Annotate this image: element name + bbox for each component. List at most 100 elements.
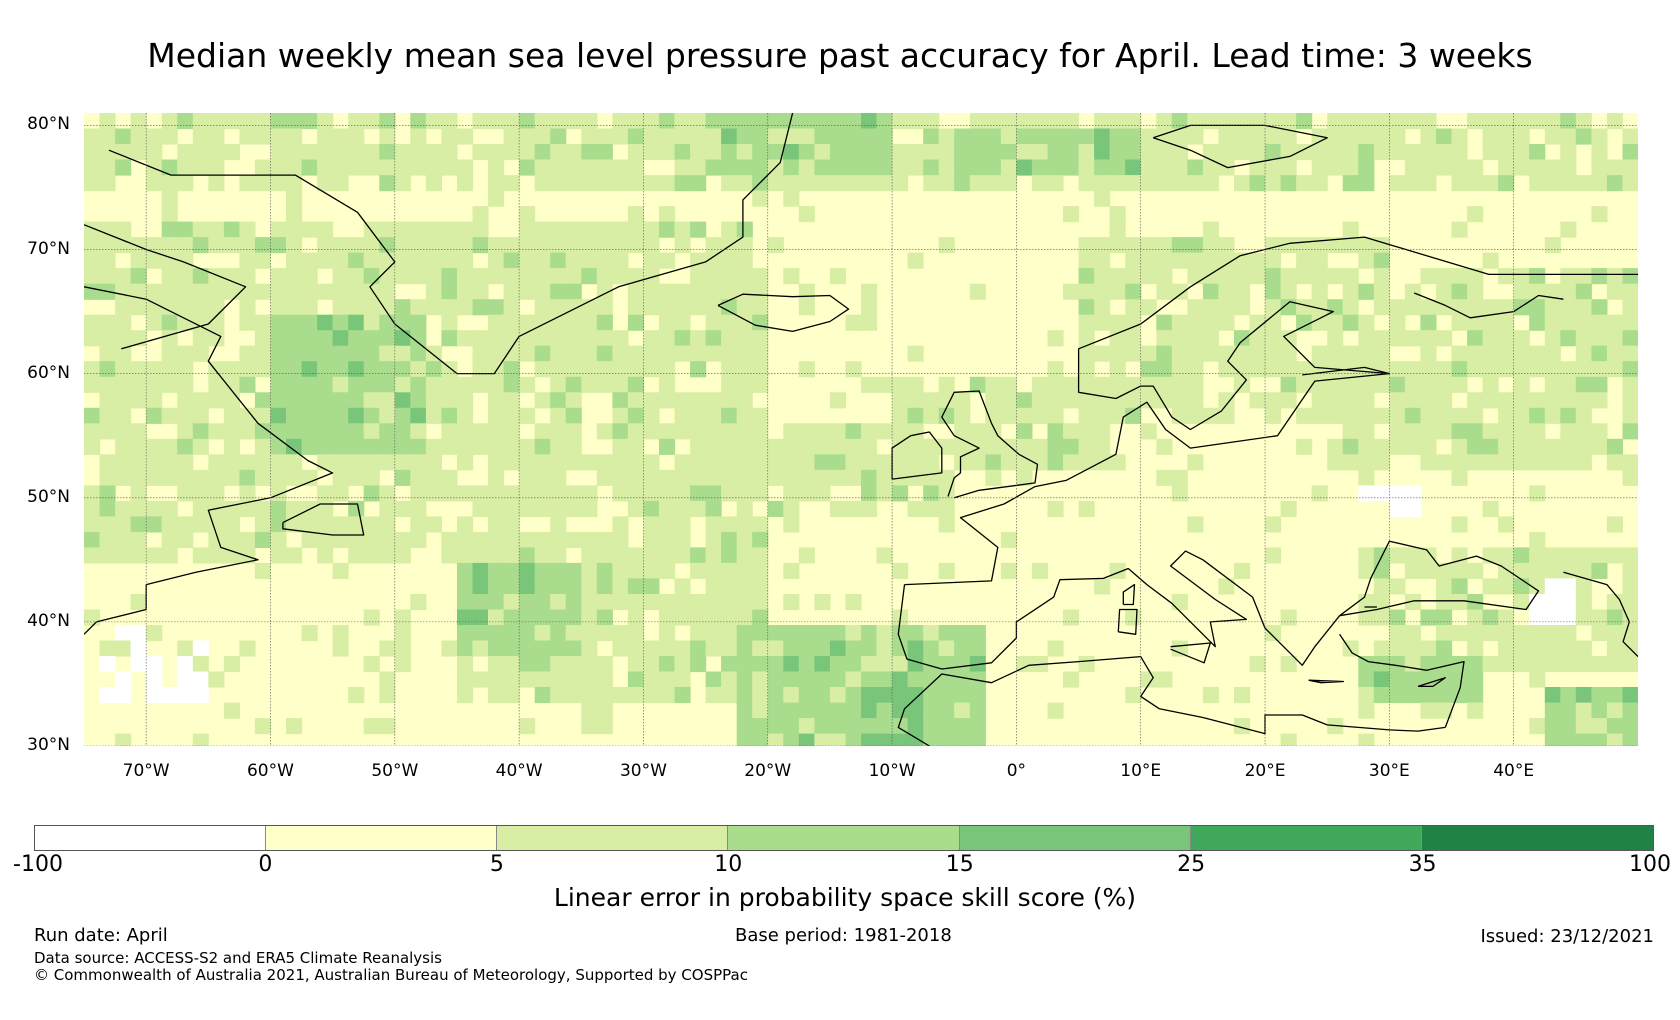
skill-cell [907, 392, 924, 409]
skill-cell [441, 159, 458, 176]
skill-cell [286, 500, 303, 517]
skill-cell [690, 113, 707, 130]
skill-cell [99, 376, 116, 393]
skill-cell [1404, 485, 1421, 502]
skill-cell [1420, 268, 1437, 285]
skill-cell [1513, 376, 1530, 393]
skill-cell [845, 128, 862, 145]
skill-cell [736, 407, 753, 424]
skill-cell [550, 438, 567, 455]
skill-cell [208, 671, 225, 688]
skill-cell [130, 237, 147, 254]
skill-cell [348, 128, 365, 145]
skill-cell [1109, 268, 1126, 285]
skill-cell [829, 625, 846, 642]
skill-cell [410, 252, 427, 269]
skill-cell [1047, 128, 1064, 145]
skill-cell [1016, 407, 1033, 424]
skill-cell [519, 237, 536, 254]
skill-cell [705, 531, 722, 548]
skill-cell [488, 190, 505, 207]
skill-cell [892, 454, 909, 471]
skill-cell [612, 330, 629, 347]
skill-cell [441, 547, 458, 564]
skill-cell [565, 671, 582, 688]
skill-cell [1156, 113, 1173, 130]
skill-cell [503, 594, 520, 611]
skill-cell [425, 376, 442, 393]
skill-cell [1109, 221, 1126, 238]
skill-cell [643, 128, 660, 145]
skill-cell [1373, 454, 1390, 471]
skill-cell [1016, 144, 1033, 161]
skill-cell [861, 128, 878, 145]
skill-cell [736, 221, 753, 238]
skill-cell [161, 454, 178, 471]
skill-cell [845, 718, 862, 735]
skill-cell [1606, 609, 1623, 626]
skill-cell [1544, 687, 1561, 704]
skill-cell [534, 594, 551, 611]
skill-cell [581, 159, 598, 176]
skill-cell [394, 237, 411, 254]
skill-cell [1544, 438, 1561, 455]
skill-cell [1358, 314, 1375, 331]
skill-cell [1373, 687, 1390, 704]
skill-cell [363, 454, 380, 471]
skill-cell [627, 578, 644, 595]
skill-cell [876, 656, 893, 673]
skill-cell [861, 656, 878, 673]
skill-cell [488, 407, 505, 424]
skill-cell [1436, 687, 1453, 704]
skill-cell [1327, 144, 1344, 161]
skill-cell [985, 438, 1002, 455]
skill-cell [1404, 687, 1421, 704]
skill-cell [565, 423, 582, 440]
skill-cell [1373, 640, 1390, 657]
skill-cell [425, 221, 442, 238]
skill-cell [985, 159, 1002, 176]
skill-cell [907, 144, 924, 161]
skill-cell [907, 702, 924, 719]
skill-cell [1544, 656, 1561, 673]
skill-cell [425, 485, 442, 502]
skill-cell [1047, 392, 1064, 409]
skill-cell [223, 113, 240, 130]
skill-cell [581, 656, 598, 673]
skill-cell [1218, 144, 1235, 161]
skill-cell [1498, 625, 1515, 642]
skill-cell [954, 159, 971, 176]
skill-cell [1249, 345, 1266, 362]
skill-cell [1171, 485, 1188, 502]
skill-cell [348, 454, 365, 471]
skill-cell [1094, 454, 1111, 471]
skill-cell [892, 485, 909, 502]
skill-cell [394, 392, 411, 409]
skill-cell [1513, 594, 1530, 611]
skill-cell [659, 144, 676, 161]
skill-cell [84, 268, 101, 285]
skill-cell [1482, 113, 1499, 130]
skill-cell [1482, 609, 1499, 626]
skill-cell [332, 345, 349, 362]
skill-cell [907, 159, 924, 176]
coastline [1308, 679, 1345, 684]
skill-cell [457, 330, 474, 347]
skill-cell [752, 330, 769, 347]
skill-cell [705, 159, 722, 176]
skill-cell [379, 718, 396, 735]
skill-cell [1265, 175, 1282, 192]
skill-cell [1187, 113, 1204, 130]
skill-cell [581, 485, 598, 502]
skill-cell [1436, 283, 1453, 300]
skill-cell [736, 423, 753, 440]
skill-cell [1078, 299, 1095, 316]
skill-cell [1327, 407, 1344, 424]
skill-cell [301, 516, 318, 533]
skill-cell [503, 640, 520, 657]
skill-cell [705, 562, 722, 579]
skill-cell [1544, 547, 1561, 564]
skill-cell [410, 438, 427, 455]
skill-cell [472, 361, 489, 378]
skill-cell [270, 175, 287, 192]
